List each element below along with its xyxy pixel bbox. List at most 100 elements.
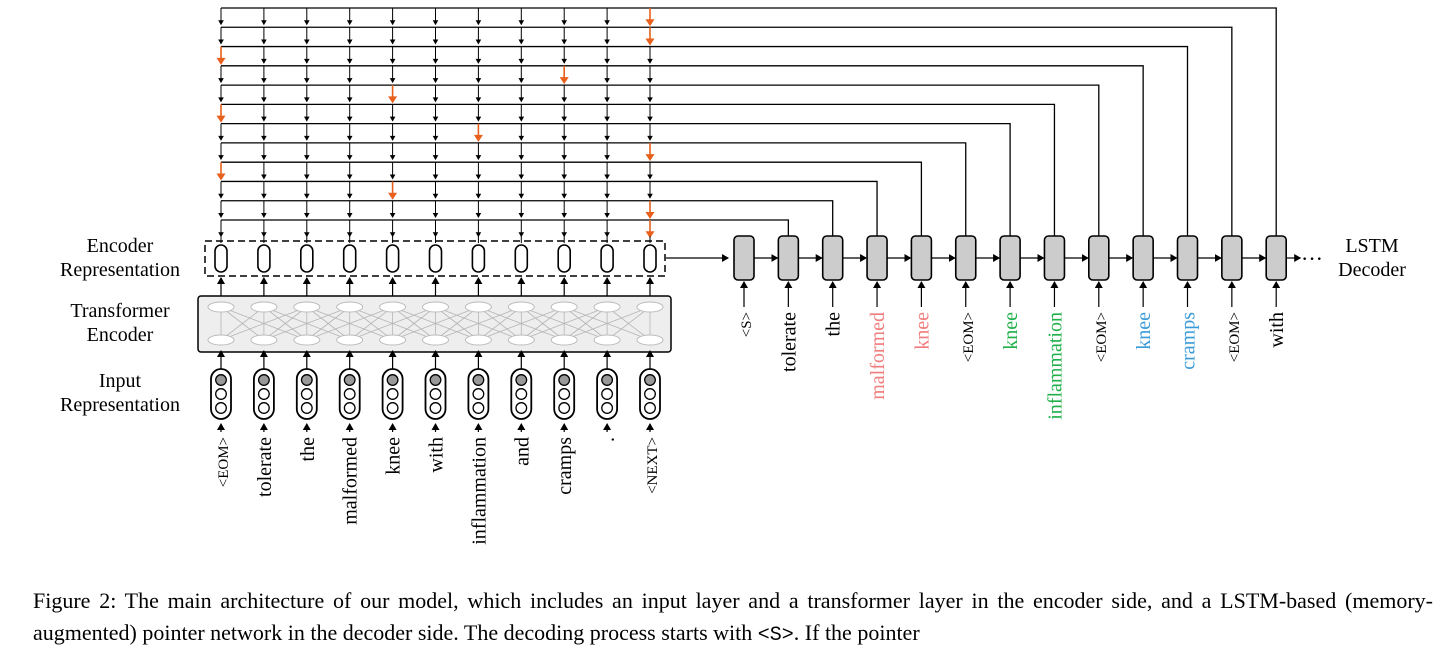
input-feature-dot <box>386 374 399 386</box>
pointer-arrow <box>518 20 525 26</box>
pointer-selected-arrow <box>216 57 226 65</box>
transformer-node-bottom <box>336 334 364 346</box>
input-feature-dot <box>429 402 442 414</box>
pointer-arrow <box>346 232 353 238</box>
pointer-arrow <box>561 97 567 103</box>
input-token: the <box>297 437 319 462</box>
decoder-label-2: Decoder <box>1338 259 1406 281</box>
pointer-arrow <box>389 78 396 84</box>
input-feature-dot <box>386 402 399 414</box>
pointer-arrow <box>561 213 567 218</box>
encoder-cell <box>428 244 443 273</box>
pointer-arrow <box>475 20 482 26</box>
pointer-line <box>221 200 834 236</box>
input-feature-dot <box>343 374 356 386</box>
pointer-arrow <box>518 193 525 199</box>
encoder-representation-box <box>204 240 666 277</box>
transformer-node-bottom <box>293 334 321 346</box>
pointer-arrow <box>218 155 224 161</box>
input-feature-dot <box>429 388 442 400</box>
input-feature-dot <box>558 402 571 414</box>
pointer-arrow <box>475 232 482 238</box>
transformer-node-top <box>464 301 492 313</box>
pointer-arrow <box>604 174 610 180</box>
pointer-arrow <box>304 58 310 64</box>
pointer-arrow <box>218 213 224 218</box>
pointer-arrow <box>561 232 567 238</box>
pointer-arrow <box>647 174 653 180</box>
pointer-arrow <box>304 78 310 84</box>
pointer-selected-arrow <box>216 115 226 123</box>
pointer-arrow <box>432 116 439 122</box>
pointer-arrow <box>518 213 525 218</box>
pointer-arrow <box>432 155 439 161</box>
input-feature-dot <box>644 402 656 414</box>
input-token: with <box>426 437 448 473</box>
input-token: knee <box>383 437 405 475</box>
input-feature-dot <box>215 374 227 386</box>
pointer-arrow <box>346 213 353 218</box>
architecture-diagram: Encoder Representation Transformer Encod… <box>60 7 1406 545</box>
pointer-arrow <box>518 155 525 161</box>
pointer-arrow <box>261 97 267 103</box>
pointer-arrow <box>389 232 396 238</box>
transformer-edge <box>435 306 479 341</box>
input-token: and <box>511 437 533 466</box>
pointer-line <box>221 45 1189 236</box>
transformer-edge <box>563 306 608 341</box>
encoder-cell <box>600 244 614 273</box>
input-feature-dot <box>429 374 442 386</box>
pointer-arrows <box>216 8 655 243</box>
pointer-selected-arrow <box>645 154 655 162</box>
pointer-selected-arrow <box>645 212 655 219</box>
transformer-node-bottom <box>207 334 235 346</box>
input-feature-dot <box>215 402 227 414</box>
input-feature-dot <box>300 388 313 400</box>
pointer-arrow <box>304 20 310 26</box>
pointer-arrow <box>432 20 439 26</box>
encoder-cell <box>643 244 657 273</box>
pointer-arrow <box>346 58 353 64</box>
transformer-label-2: Encoder <box>87 324 154 346</box>
pointer-attention-lines <box>221 7 1277 236</box>
input-feature-dot <box>300 374 313 386</box>
decoder-cell <box>1088 235 1110 281</box>
input-feature-dot <box>257 388 270 400</box>
transformer-node-bottom <box>250 334 278 346</box>
input-feature-dot <box>558 388 571 400</box>
pointer-arrow <box>604 213 610 218</box>
pointer-arrow <box>346 20 353 26</box>
pointer-line <box>221 219 789 236</box>
pointer-arrow <box>432 213 439 218</box>
transformer-edge <box>306 306 393 341</box>
decoder-cell <box>1132 235 1154 281</box>
input-token: <EOM> <box>216 437 232 487</box>
decoder-cell <box>954 235 977 281</box>
transformer-node-top <box>336 301 364 313</box>
pointer-arrow <box>475 213 482 218</box>
pointer-arrow <box>475 193 482 199</box>
transformer-node-bottom <box>379 334 407 346</box>
pointer-arrow <box>604 193 610 199</box>
decoder-token: <EOM> <box>1094 312 1110 362</box>
decoder-token: <EOM> <box>1227 312 1243 362</box>
pointer-arrow <box>389 39 396 45</box>
pointer-arrow <box>561 39 567 45</box>
transformer-node-top <box>636 301 664 313</box>
decoder-cell <box>999 235 1021 281</box>
decoder-cell <box>1221 235 1243 281</box>
input-feature-dot <box>601 402 614 414</box>
decoder-label-1: LSTM <box>1345 235 1399 257</box>
transformer-node-bottom <box>593 334 621 346</box>
pointer-arrow <box>604 78 610 84</box>
pointer-arrow <box>647 135 653 141</box>
pointer-arrow <box>432 97 439 103</box>
pointer-arrow <box>389 116 396 122</box>
pointer-arrow <box>346 174 353 180</box>
pointer-arrow <box>432 78 439 84</box>
pointer-arrow <box>389 174 396 180</box>
pointer-arrow <box>218 20 224 26</box>
pointer-arrow <box>346 78 353 84</box>
pointer-arrow <box>432 39 439 45</box>
pointer-arrow <box>604 58 610 64</box>
